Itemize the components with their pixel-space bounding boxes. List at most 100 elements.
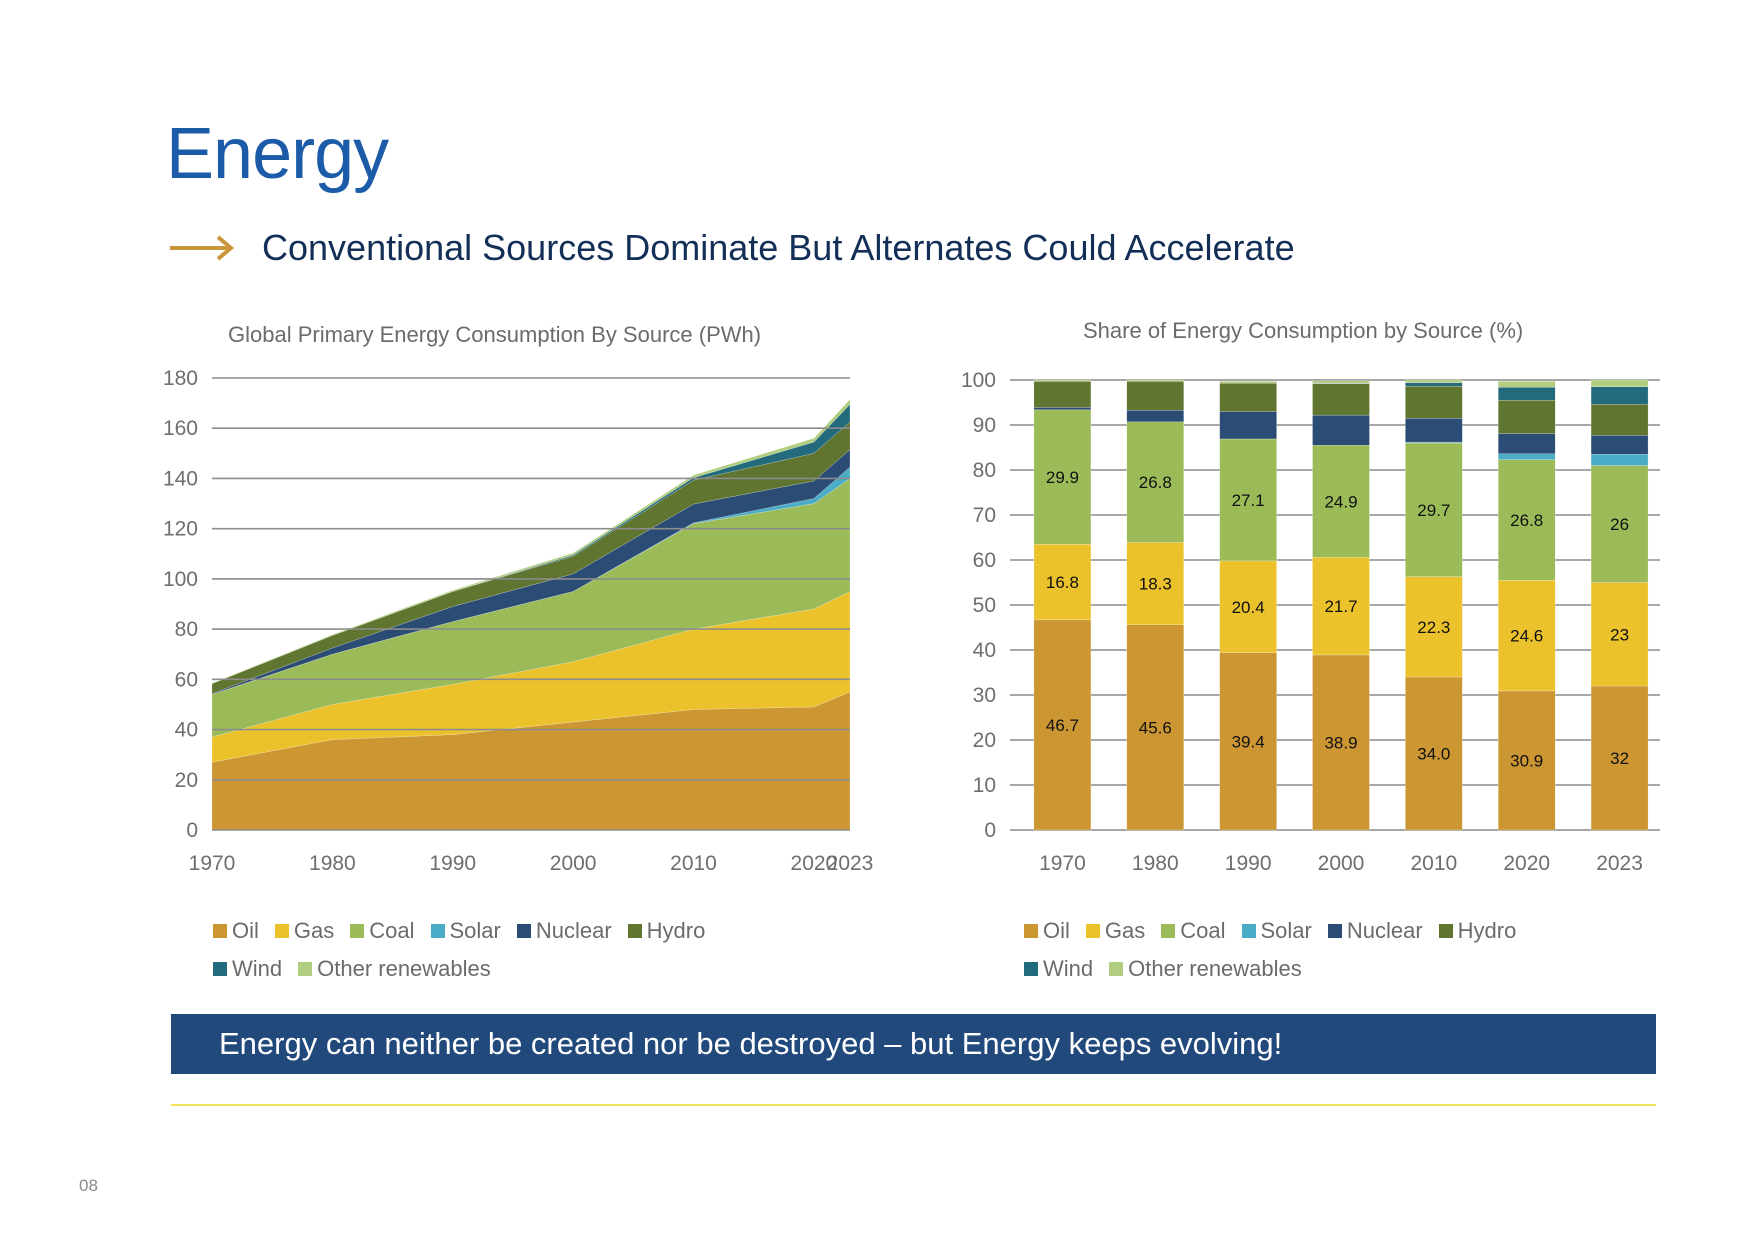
legend-swatch <box>213 962 227 976</box>
bar-segment-other-renewables <box>1498 381 1556 388</box>
arrow-right-icon <box>170 235 235 261</box>
legend-swatch <box>1241 924 1256 938</box>
bar-segment-coal <box>1033 409 1092 545</box>
bar-segment-nuclear <box>1590 435 1649 455</box>
legend-label: Nuclear <box>535 918 612 943</box>
legend-swatch <box>1024 962 1038 976</box>
legend-item-oil: Oil <box>213 918 259 944</box>
x-tick-label: 2023 <box>827 852 874 875</box>
bar-segment-hydro <box>1498 400 1556 434</box>
y-tick-label: 10 <box>973 774 996 797</box>
legend-label: Oil <box>1043 918 1070 943</box>
x-tick-label: 2000 <box>1318 852 1365 875</box>
bar-segment-coal <box>1312 445 1370 558</box>
legend-swatch <box>1327 924 1342 938</box>
x-tick-label: 1990 <box>1225 852 1272 875</box>
bar-segment-other-renewables <box>1033 379 1092 382</box>
legend-label: Oil <box>232 918 259 943</box>
y-tick-label: 60 <box>973 549 996 572</box>
bar-segment-oil <box>1312 654 1370 831</box>
legend-label: Hydro <box>646 918 706 943</box>
bar-segment-gas <box>1126 542 1184 626</box>
y-tick-label: 0 <box>186 819 198 842</box>
data-label: 39.4 <box>1232 732 1265 751</box>
legend-item-other-renewables: Other renewables <box>1109 956 1302 982</box>
legend-item-solar: Solar <box>430 918 501 944</box>
bar-segment-gas <box>1405 576 1463 678</box>
area-series-other-renewables <box>211 398 851 684</box>
data-label: 29.7 <box>1417 501 1450 520</box>
y-tick-label: 40 <box>175 719 198 742</box>
legend-label: Gas <box>293 918 335 943</box>
legend-item-oil: Oil <box>1024 918 1070 944</box>
bar-chart-legend: Oil Gas Coal Solar Nuclear Hydro Wind Other ren… <box>1024 918 1544 982</box>
bar-segment-hydro <box>1033 381 1092 408</box>
legend-swatch <box>1024 924 1038 938</box>
y-tick-label: 100 <box>961 369 996 392</box>
legend-swatch <box>1161 924 1176 938</box>
bar-segment-nuclear <box>1126 409 1184 423</box>
data-label: 32 <box>1610 749 1629 768</box>
bar-segment-solar <box>1498 453 1556 460</box>
area-chart-legend: Oil Gas Coal Solar Nuclear Hydro Wind Other ren… <box>213 918 733 982</box>
bar-segment-solar <box>1590 454 1649 466</box>
legend-item-wind: Wind <box>1024 956 1093 982</box>
legend-swatch <box>1438 924 1453 938</box>
bar-segment-oil <box>1126 624 1184 831</box>
bar-segment-nuclear <box>1498 433 1556 454</box>
x-tick-label: 2000 <box>550 852 597 875</box>
x-tick-label: 2010 <box>670 852 717 875</box>
bar-segment-oil <box>1590 685 1649 831</box>
bar-segment-gas <box>1590 582 1649 687</box>
bar-segment-gas <box>1312 557 1370 656</box>
bar-segment-oil <box>1498 690 1556 831</box>
data-label: 26.8 <box>1139 473 1172 492</box>
page-title: Energy <box>166 114 389 194</box>
legend-label: Other renewables <box>1128 956 1302 981</box>
legend-item-other-renewables: Other renewables <box>298 956 491 982</box>
data-label: 22.3 <box>1417 618 1450 637</box>
x-tick-label: 2020 <box>1503 852 1550 875</box>
x-tick-label: 2020 <box>791 852 838 875</box>
legend-label: Nuclear <box>1346 918 1423 943</box>
y-tick-label: 0 <box>984 819 996 842</box>
data-label: 20.4 <box>1232 598 1265 617</box>
y-tick-label: 70 <box>973 504 996 527</box>
bar-segment-coal <box>1498 459 1556 581</box>
bar-segment-other-renewables <box>1312 380 1370 384</box>
y-tick-label: 140 <box>163 467 198 490</box>
page-number: 08 <box>79 1176 98 1195</box>
data-label: 26.8 <box>1510 511 1543 530</box>
divider-rule <box>171 1104 1656 1106</box>
y-tick-label: 90 <box>973 414 996 437</box>
bar-chart-title: Share of Energy Consumption by Source (%… <box>1083 318 1524 343</box>
subtitle: Conventional Sources Dominate But Altern… <box>262 227 1295 268</box>
data-label: 34.0 <box>1417 745 1450 764</box>
legend-label: Wind <box>232 956 283 981</box>
data-label: 24.9 <box>1324 492 1357 511</box>
quote-banner: Energy can neither be created nor be des… <box>171 1014 1656 1074</box>
data-label: 16.8 <box>1046 573 1079 592</box>
bar-segment-nuclear <box>1405 418 1463 443</box>
x-tick-label: 1970 <box>189 852 236 875</box>
bar-segment-oil <box>1219 652 1277 831</box>
data-label: 38.9 <box>1324 733 1357 752</box>
bar-segment-oil <box>1033 619 1092 831</box>
bar-segment-hydro <box>1126 381 1184 411</box>
y-tick-label: 80 <box>175 618 198 641</box>
data-label: 46.7 <box>1046 716 1079 735</box>
legend-item-coal: Coal <box>350 918 415 944</box>
legend-item-gas: Gas <box>1085 918 1146 944</box>
bar-segment-coal <box>1219 438 1277 562</box>
legend-swatch <box>298 962 313 976</box>
y-tick-label: 20 <box>175 769 198 792</box>
bar-segment-gas <box>1033 544 1092 621</box>
bar-segment-coal <box>1405 442 1463 577</box>
bar-segment-gas <box>1498 580 1556 692</box>
data-label: 27.1 <box>1232 491 1265 510</box>
legend-label: Gas <box>1104 918 1146 943</box>
legend-swatch <box>350 924 365 938</box>
legend-item-wind: Wind <box>213 956 282 982</box>
bar-segment-hydro <box>1219 382 1277 412</box>
data-label: 24.6 <box>1510 627 1543 646</box>
